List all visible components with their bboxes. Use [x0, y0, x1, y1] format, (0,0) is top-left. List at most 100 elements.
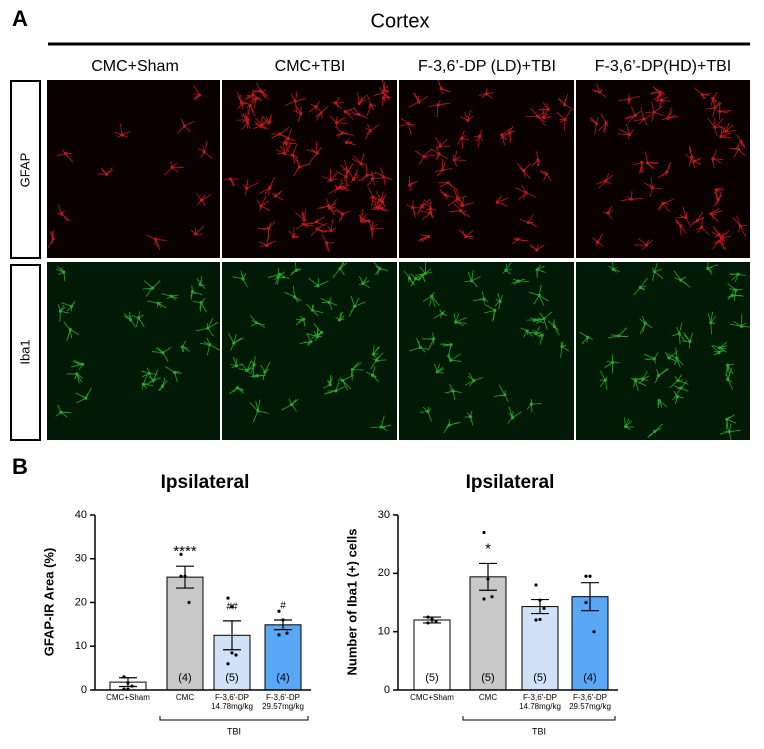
cell-process	[149, 379, 154, 383]
cell-process	[727, 379, 734, 390]
cell-process	[352, 362, 362, 370]
cell-process	[640, 107, 645, 120]
cell-process	[682, 206, 687, 218]
cell-process	[735, 141, 742, 149]
cell-process	[195, 193, 202, 201]
cell-process	[529, 331, 537, 334]
cell-process	[345, 109, 352, 113]
cell-process	[674, 385, 682, 389]
cell-process	[58, 204, 62, 214]
cell-process	[653, 111, 664, 117]
cell-process	[61, 210, 66, 215]
cell-process	[236, 91, 242, 103]
cell-process	[201, 200, 206, 206]
cell-process	[382, 92, 390, 98]
cell-process	[727, 379, 733, 383]
cell-process	[448, 383, 454, 392]
cell-process	[731, 287, 735, 296]
cell-process	[158, 302, 167, 309]
cell-process	[718, 234, 725, 239]
cell-process	[473, 377, 483, 382]
cell-process	[677, 379, 683, 381]
cell-process	[174, 372, 182, 374]
cell-process	[184, 120, 194, 127]
micrographs	[47, 79, 751, 441]
cell-process	[330, 178, 338, 181]
cell-process	[317, 222, 328, 230]
cell-process	[710, 322, 716, 324]
error-bar	[479, 562, 497, 591]
cell-process	[457, 138, 463, 145]
cell-process	[505, 263, 507, 271]
cell-process	[439, 309, 443, 314]
cell-process	[203, 141, 208, 152]
cell-process	[721, 237, 725, 242]
cell-process	[380, 415, 385, 428]
cell-process	[370, 124, 380, 132]
cell-process	[191, 285, 193, 292]
cell-process	[517, 239, 526, 242]
cell-process	[740, 141, 746, 147]
cell-process	[527, 214, 534, 223]
chart-title: Ipsilateral	[161, 472, 250, 493]
cell-process	[412, 207, 417, 218]
cell-process	[342, 168, 348, 172]
cell-process	[172, 162, 177, 168]
cell-process	[526, 330, 532, 335]
cell-process	[455, 200, 463, 206]
cell-process	[464, 111, 469, 121]
cell-process	[231, 365, 237, 369]
cell-process	[303, 208, 307, 221]
cell-process	[676, 358, 684, 365]
data-point	[126, 681, 130, 685]
cell-process	[57, 304, 61, 312]
cell-process	[525, 192, 536, 198]
cell-process	[200, 298, 206, 303]
cell-process	[732, 216, 741, 227]
cell-process	[336, 122, 348, 125]
cell-process	[57, 266, 65, 273]
cell-process	[76, 373, 83, 379]
cell-process	[114, 131, 123, 136]
cell-process	[311, 221, 317, 225]
cell-process	[728, 431, 732, 441]
cell-process	[479, 135, 483, 142]
cell-process	[543, 318, 548, 331]
cell-process	[654, 375, 659, 384]
cell-process	[493, 310, 496, 321]
cell-process	[625, 114, 636, 120]
cell-process	[316, 112, 322, 121]
cell-process	[560, 346, 563, 358]
cell-process	[146, 234, 156, 240]
cell-process	[182, 346, 190, 352]
cell-process	[469, 380, 475, 387]
cell-process	[383, 176, 386, 186]
cell-process	[123, 315, 131, 321]
cell-process	[251, 94, 254, 102]
cell-process	[362, 283, 370, 289]
cell-process	[346, 142, 354, 145]
cell-process	[351, 158, 362, 164]
cell-process	[494, 301, 501, 306]
cell-process	[373, 92, 384, 97]
cell-process	[444, 194, 454, 198]
cell-process	[368, 220, 372, 230]
cell-process	[181, 346, 185, 353]
cell-process	[196, 200, 202, 206]
cell-process	[539, 294, 549, 302]
cell-process	[465, 236, 474, 240]
cell-process	[294, 296, 302, 302]
cell-process	[345, 111, 354, 121]
cell-process	[339, 315, 345, 321]
cell-process	[339, 261, 344, 269]
cell-process	[250, 314, 257, 324]
cell-process	[673, 387, 682, 398]
cell-process	[408, 347, 421, 352]
cell-process	[541, 109, 549, 118]
cell-process	[59, 311, 61, 322]
cell-process	[260, 91, 270, 100]
cell-process	[246, 370, 251, 375]
cell-process	[196, 327, 208, 332]
x-tick-label: CMC	[176, 693, 194, 702]
cell-process	[644, 151, 649, 163]
